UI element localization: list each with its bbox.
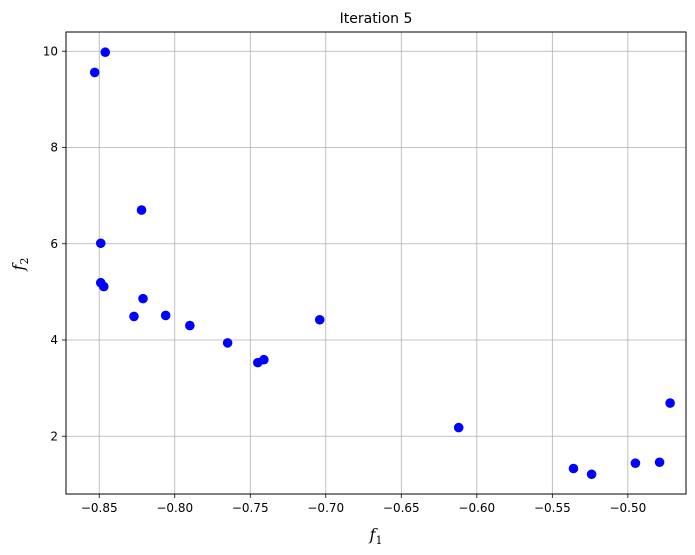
data-point [568, 463, 579, 474]
data-point [129, 311, 139, 322]
data-point [185, 320, 195, 331]
y-tick-label: 6 [50, 237, 58, 251]
grid [66, 32, 686, 494]
x-tick-label: −0.75 [232, 501, 269, 515]
x-tick-label: −0.70 [307, 501, 344, 515]
chart-title: Iteration 5 [340, 11, 413, 27]
data-point [259, 354, 269, 365]
plot-frame [65, 31, 687, 495]
x-tick-label: −0.55 [534, 501, 571, 515]
data-point [586, 469, 597, 480]
x-axis-ticks: −0.85 −0.80 −0.75 −0.70 −0.65 −0.60 −0.55 −0.50 [81, 494, 646, 515]
x-tick-label: −0.65 [383, 501, 420, 515]
x-axis-label-sub: 1 [375, 534, 382, 547]
data-point [453, 422, 464, 433]
x-tick-label: −0.80 [156, 501, 193, 515]
x-tick-label: −0.85 [81, 501, 118, 515]
y-axis-ticks: 2 4 6 8 10 [43, 44, 66, 443]
y-axis-label-sub: 2 [18, 258, 31, 265]
y-tick-label: 4 [50, 333, 58, 347]
data-point [89, 67, 100, 78]
data-point [98, 281, 109, 292]
data-point [160, 310, 171, 321]
y-axis-label-base: f [9, 261, 28, 271]
x-tick-label: −0.60 [458, 501, 495, 515]
data-point [654, 457, 665, 468]
y-tick-label: 8 [50, 141, 58, 155]
y-tick-label: 2 [50, 429, 58, 443]
data-points [89, 47, 675, 480]
y-tick-label: 10 [43, 44, 58, 58]
x-tick-label: −0.50 [609, 501, 646, 515]
y-axis-label: f2 [9, 258, 31, 272]
data-point [138, 293, 148, 304]
data-point [95, 238, 106, 249]
data-point [136, 205, 147, 215]
data-point [314, 314, 325, 325]
x-axis-label: f1 [369, 525, 383, 547]
data-point [100, 47, 111, 58]
data-point [222, 338, 233, 348]
data-point [665, 398, 675, 408]
x-axis-label-base: f [369, 525, 379, 544]
data-point [630, 458, 641, 469]
